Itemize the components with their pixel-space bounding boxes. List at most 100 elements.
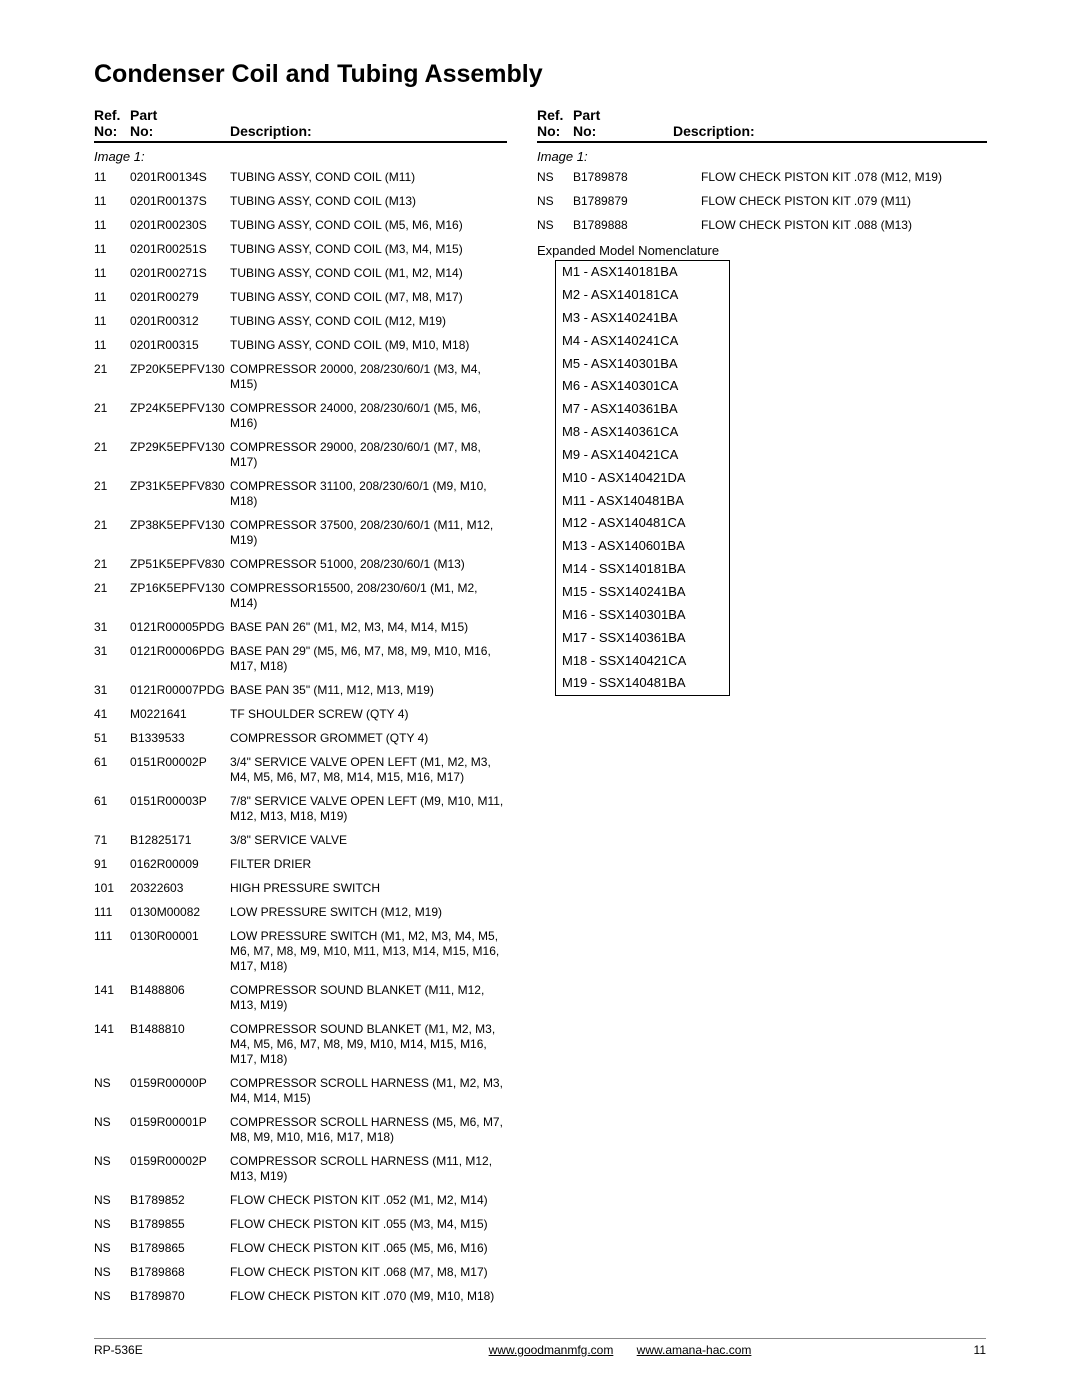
description: LOW PRESSURE SWITCH (M12, M19) [230, 905, 507, 920]
ref-no: 91 [94, 857, 130, 872]
description: COMPRESSOR15500, 208/230/60/1 (M1, M2, M… [230, 581, 507, 611]
part-no: B1789855 [130, 1217, 230, 1232]
description: TUBING ASSY, COND COIL (M13) [230, 194, 507, 209]
description: TUBING ASSY, COND COIL (M3, M4, M15) [230, 242, 507, 257]
footer-page-number: 11 [926, 1343, 986, 1357]
description: TUBING ASSY, COND COIL (M5, M6, M16) [230, 218, 507, 233]
right-rows-container: NSB1789878FLOW CHECK PISTON KIT .078 (M1… [537, 170, 987, 233]
table-row: NSB1789888FLOW CHECK PISTON KIT .088 (M1… [537, 218, 987, 233]
description: FLOW CHECK PISTON KIT .079 (M11) [663, 194, 987, 209]
table-row: 110201R00279TUBING ASSY, COND COIL (M7, … [94, 290, 507, 305]
ref-no: NS [94, 1265, 130, 1280]
ref-no: 11 [94, 218, 130, 233]
nomenclature-item: M19 - SSX140481BA [556, 672, 729, 695]
nomenclature-item: M10 - ASX140421DA [556, 467, 729, 490]
description: FLOW CHECK PISTON KIT .088 (M13) [663, 218, 987, 233]
ref-no: 11 [94, 266, 130, 281]
part-no: 0201R00137S [130, 194, 230, 209]
part-no: ZP38K5EPFV130 [130, 518, 230, 533]
nomenclature-item: M12 - ASX140481CA [556, 512, 729, 535]
ref-no: 31 [94, 620, 130, 635]
left-column-header: Ref. No: Part No: Description: [94, 107, 507, 143]
nomenclature-item: M6 - ASX140301CA [556, 375, 729, 398]
part-no: ZP24K5EPFV130 [130, 401, 230, 416]
ref-no: NS [94, 1193, 130, 1208]
description: FLOW CHECK PISTON KIT .068 (M7, M8, M17) [230, 1265, 507, 1280]
description: FLOW CHECK PISTON KIT .065 (M5, M6, M16) [230, 1241, 507, 1256]
part-no: 0201R00312 [130, 314, 230, 329]
part-no: M0221641 [130, 707, 230, 722]
ref-no: 51 [94, 731, 130, 746]
ref-no: 61 [94, 794, 130, 809]
left-rows-container: 110201R00134STUBING ASSY, COND COIL (M11… [94, 170, 507, 1304]
footer-urls: www.goodmanmfg.com www.amana-hac.com [314, 1343, 926, 1357]
header-desc-label: Description: [673, 123, 987, 139]
description: TUBING ASSY, COND COIL (M7, M8, M17) [230, 290, 507, 305]
table-row: 610151R00002P3/4" SERVICE VALVE OPEN LEF… [94, 755, 507, 785]
table-row: 110201R00315TUBING ASSY, COND COIL (M9, … [94, 338, 507, 353]
ref-no: 11 [94, 314, 130, 329]
ref-no: NS [537, 218, 573, 233]
nomenclature-item: M11 - ASX140481BA [556, 490, 729, 513]
table-row: NS0159R00001PCOMPRESSOR SCROLL HARNESS (… [94, 1115, 507, 1145]
right-column: Ref. No: Part No: Description: Image 1: … [537, 107, 987, 1313]
part-no: B1339533 [130, 731, 230, 746]
part-no: 0201R00134S [130, 170, 230, 185]
nomenclature-item: M7 - ASX140361BA [556, 398, 729, 421]
ref-no: 141 [94, 983, 130, 998]
part-no: B1789865 [130, 1241, 230, 1256]
part-no: B1789868 [130, 1265, 230, 1280]
table-row: 1110130R00001LOW PRESSURE SWITCH (M1, M2… [94, 929, 507, 974]
description: COMPRESSOR 20000, 208/230/60/1 (M3, M4, … [230, 362, 507, 392]
nomenclature-item: M18 - SSX140421CA [556, 650, 729, 673]
part-no: 0201R00315 [130, 338, 230, 353]
part-no: 0159R00000P [130, 1076, 230, 1091]
ref-no: 21 [94, 518, 130, 533]
ref-no: NS [94, 1241, 130, 1256]
description: BASE PAN 35" (M11, M12, M13, M19) [230, 683, 507, 698]
header-part-label-1: Part [573, 107, 673, 123]
ref-no: 21 [94, 362, 130, 377]
table-row: 10120322603HIGH PRESSURE SWITCH [94, 881, 507, 896]
table-row: 21ZP38K5EPFV130COMPRESSOR 37500, 208/230… [94, 518, 507, 548]
part-no: 0201R00251S [130, 242, 230, 257]
description: COMPRESSOR SCROLL HARNESS (M5, M6, M7, M… [230, 1115, 507, 1145]
header-part-label-2: No: [130, 123, 230, 139]
ref-no: 71 [94, 833, 130, 848]
table-row: 310121R00005PDGBASE PAN 26" (M1, M2, M3,… [94, 620, 507, 635]
description: COMPRESSOR SCROLL HARNESS (M1, M2, M3, M… [230, 1076, 507, 1106]
part-no: B1789878 [573, 170, 663, 185]
table-row: NSB1789852FLOW CHECK PISTON KIT .052 (M1… [94, 1193, 507, 1208]
nomenclature-item: M1 - ASX140181BA [556, 261, 729, 284]
header-ref-label-2: No: [94, 123, 130, 139]
ref-no: 11 [94, 242, 130, 257]
description: TUBING ASSY, COND COIL (M12, M19) [230, 314, 507, 329]
nomenclature-item: M13 - ASX140601BA [556, 535, 729, 558]
ref-no: 11 [94, 170, 130, 185]
table-row: 41M0221641TF SHOULDER SCREW (QTY 4) [94, 707, 507, 722]
nomenclature-item: M3 - ASX140241BA [556, 307, 729, 330]
table-row: NSB1789865FLOW CHECK PISTON KIT .065 (M5… [94, 1241, 507, 1256]
table-row: 1110130M00082LOW PRESSURE SWITCH (M12, M… [94, 905, 507, 920]
part-no: 0201R00271S [130, 266, 230, 281]
ref-no: 11 [94, 290, 130, 305]
ref-no: 11 [94, 338, 130, 353]
description: FILTER DRIER [230, 857, 507, 872]
table-row: 21ZP51K5EPFV830COMPRESSOR 51000, 208/230… [94, 557, 507, 572]
part-no: ZP29K5EPFV130 [130, 440, 230, 455]
part-no: B1789879 [573, 194, 663, 209]
nomenclature-item: M2 - ASX140181CA [556, 284, 729, 307]
ref-no: 111 [94, 905, 130, 920]
part-no: 0130M00082 [130, 905, 230, 920]
ref-no: NS [94, 1217, 130, 1232]
ref-no: 111 [94, 929, 130, 944]
part-no: 0121R00005PDG [130, 620, 230, 635]
nomenclature-item: M5 - ASX140301BA [556, 353, 729, 376]
table-row: 21ZP24K5EPFV130COMPRESSOR 24000, 208/230… [94, 401, 507, 431]
header-part-label-2: No: [573, 123, 673, 139]
nomenclature-item: M9 - ASX140421CA [556, 444, 729, 467]
table-row: NS0159R00000PCOMPRESSOR SCROLL HARNESS (… [94, 1076, 507, 1106]
part-no: 0159R00002P [130, 1154, 230, 1169]
table-row: 110201R00251STUBING ASSY, COND COIL (M3,… [94, 242, 507, 257]
part-no: 0159R00001P [130, 1115, 230, 1130]
